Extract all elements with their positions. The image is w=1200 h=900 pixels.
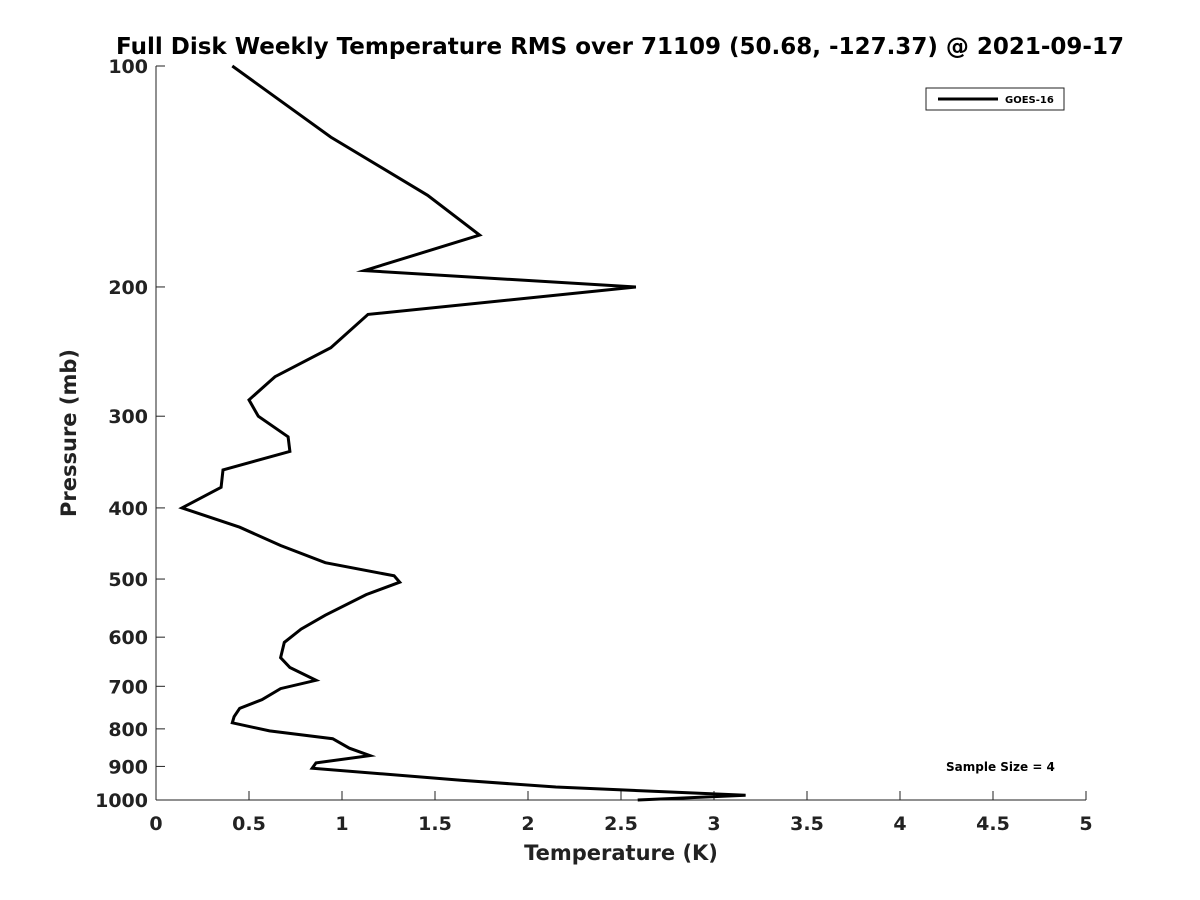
legend: GOES-16	[925, 87, 1065, 111]
series-line-goes-16	[178, 64, 746, 802]
y-ticks: 100 200 300 400 500 600 700 800 900 1000	[95, 56, 165, 812]
y-tick-label: 200	[108, 277, 148, 299]
x-tick-label: 1.5	[418, 813, 452, 835]
x-tick-label: 0.5	[232, 813, 266, 835]
x-tick-label: 4	[893, 813, 906, 835]
x-axis-label: Temperature (K)	[524, 841, 718, 865]
y-tick-label: 700	[108, 676, 148, 698]
x-tick-label: 4.5	[976, 813, 1010, 835]
x-tick-label: 2	[521, 813, 534, 835]
sample-size-annotation: Sample Size = 4	[946, 760, 1055, 774]
y-tick-label: 1000	[95, 790, 148, 812]
y-tick-label: 500	[108, 569, 148, 591]
y-tick-label: 400	[108, 498, 148, 520]
x-tick-label: 3.5	[790, 813, 824, 835]
y-tick-label: 300	[108, 406, 148, 428]
y-tick-label: 800	[108, 719, 148, 741]
y-tick-label: 100	[108, 56, 148, 78]
x-tick-label: 5	[1079, 813, 1092, 835]
y-axis-label: Pressure (mb)	[57, 349, 81, 517]
legend-label-goes-16: GOES-16	[1005, 95, 1054, 106]
y-tick-label: 900	[108, 756, 148, 778]
x-tick-label: 1	[335, 813, 348, 835]
x-tick-label: 0	[149, 813, 162, 835]
y-tick-label: 600	[108, 627, 148, 649]
x-tick-label: 3	[707, 813, 720, 835]
x-ticks: 0 0.5 1 1.5 2 2.5 3 3.5 4 4.5 5	[149, 791, 1093, 835]
series-layer	[178, 64, 746, 802]
chart-title: Full Disk Weekly Temperature RMS over 71…	[116, 34, 1124, 60]
x-tick-label: 2.5	[604, 813, 638, 835]
